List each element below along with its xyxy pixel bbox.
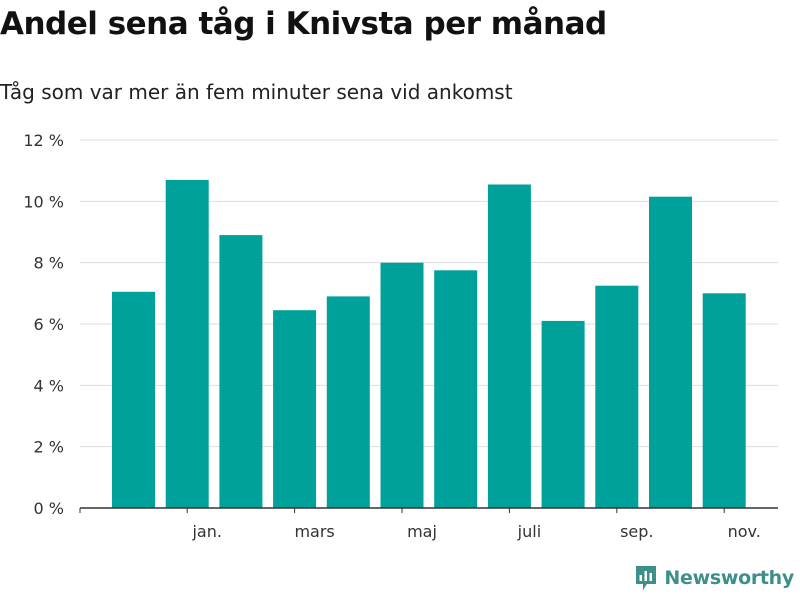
y-tick-label: 4 % — [34, 376, 64, 395]
x-tick-label: mars — [294, 522, 334, 541]
x-tick-label: nov. — [728, 522, 761, 541]
x-tick-label: maj — [407, 522, 437, 541]
newsworthy-logo-icon — [636, 566, 657, 590]
bar-dec — [112, 291, 155, 508]
bar-juni — [434, 270, 478, 508]
bar-apr — [326, 296, 370, 508]
logo-text: Newsworthy — [664, 567, 794, 589]
bar-jan — [165, 179, 209, 508]
bar-feb — [219, 235, 263, 508]
bar-juli — [487, 184, 531, 508]
x-tick-label: jan. — [191, 522, 221, 541]
x-tick-label: sep. — [620, 522, 653, 541]
y-tick-label: 12 % — [23, 131, 64, 150]
y-tick-label: 2 % — [34, 438, 64, 457]
bar-sep — [595, 285, 639, 508]
x-tick-label: juli — [517, 522, 541, 541]
chart-subtitle: Tåg som var mer än fem minuter sena vid … — [0, 80, 513, 104]
bar-mars — [273, 310, 317, 508]
bar-aug — [541, 320, 585, 508]
bar-nov — [702, 293, 746, 508]
chart-title: Andel sena tåg i Knivsta per månad — [0, 6, 607, 42]
bars — [112, 179, 746, 508]
bar-maj — [380, 262, 424, 508]
y-tick-label: 6 % — [34, 315, 64, 334]
y-tick-label: 0 % — [34, 499, 64, 518]
newsworthy-logo: Newsworthy — [634, 564, 794, 592]
y-tick-label: 8 % — [34, 254, 64, 273]
y-tick-label: 10 % — [23, 192, 64, 211]
bar-okt — [649, 196, 692, 508]
axes: 0 % 2 % 4 % 6 % 8 % 10 % 12 % jan. mars maj juli se… — [23, 131, 778, 541]
